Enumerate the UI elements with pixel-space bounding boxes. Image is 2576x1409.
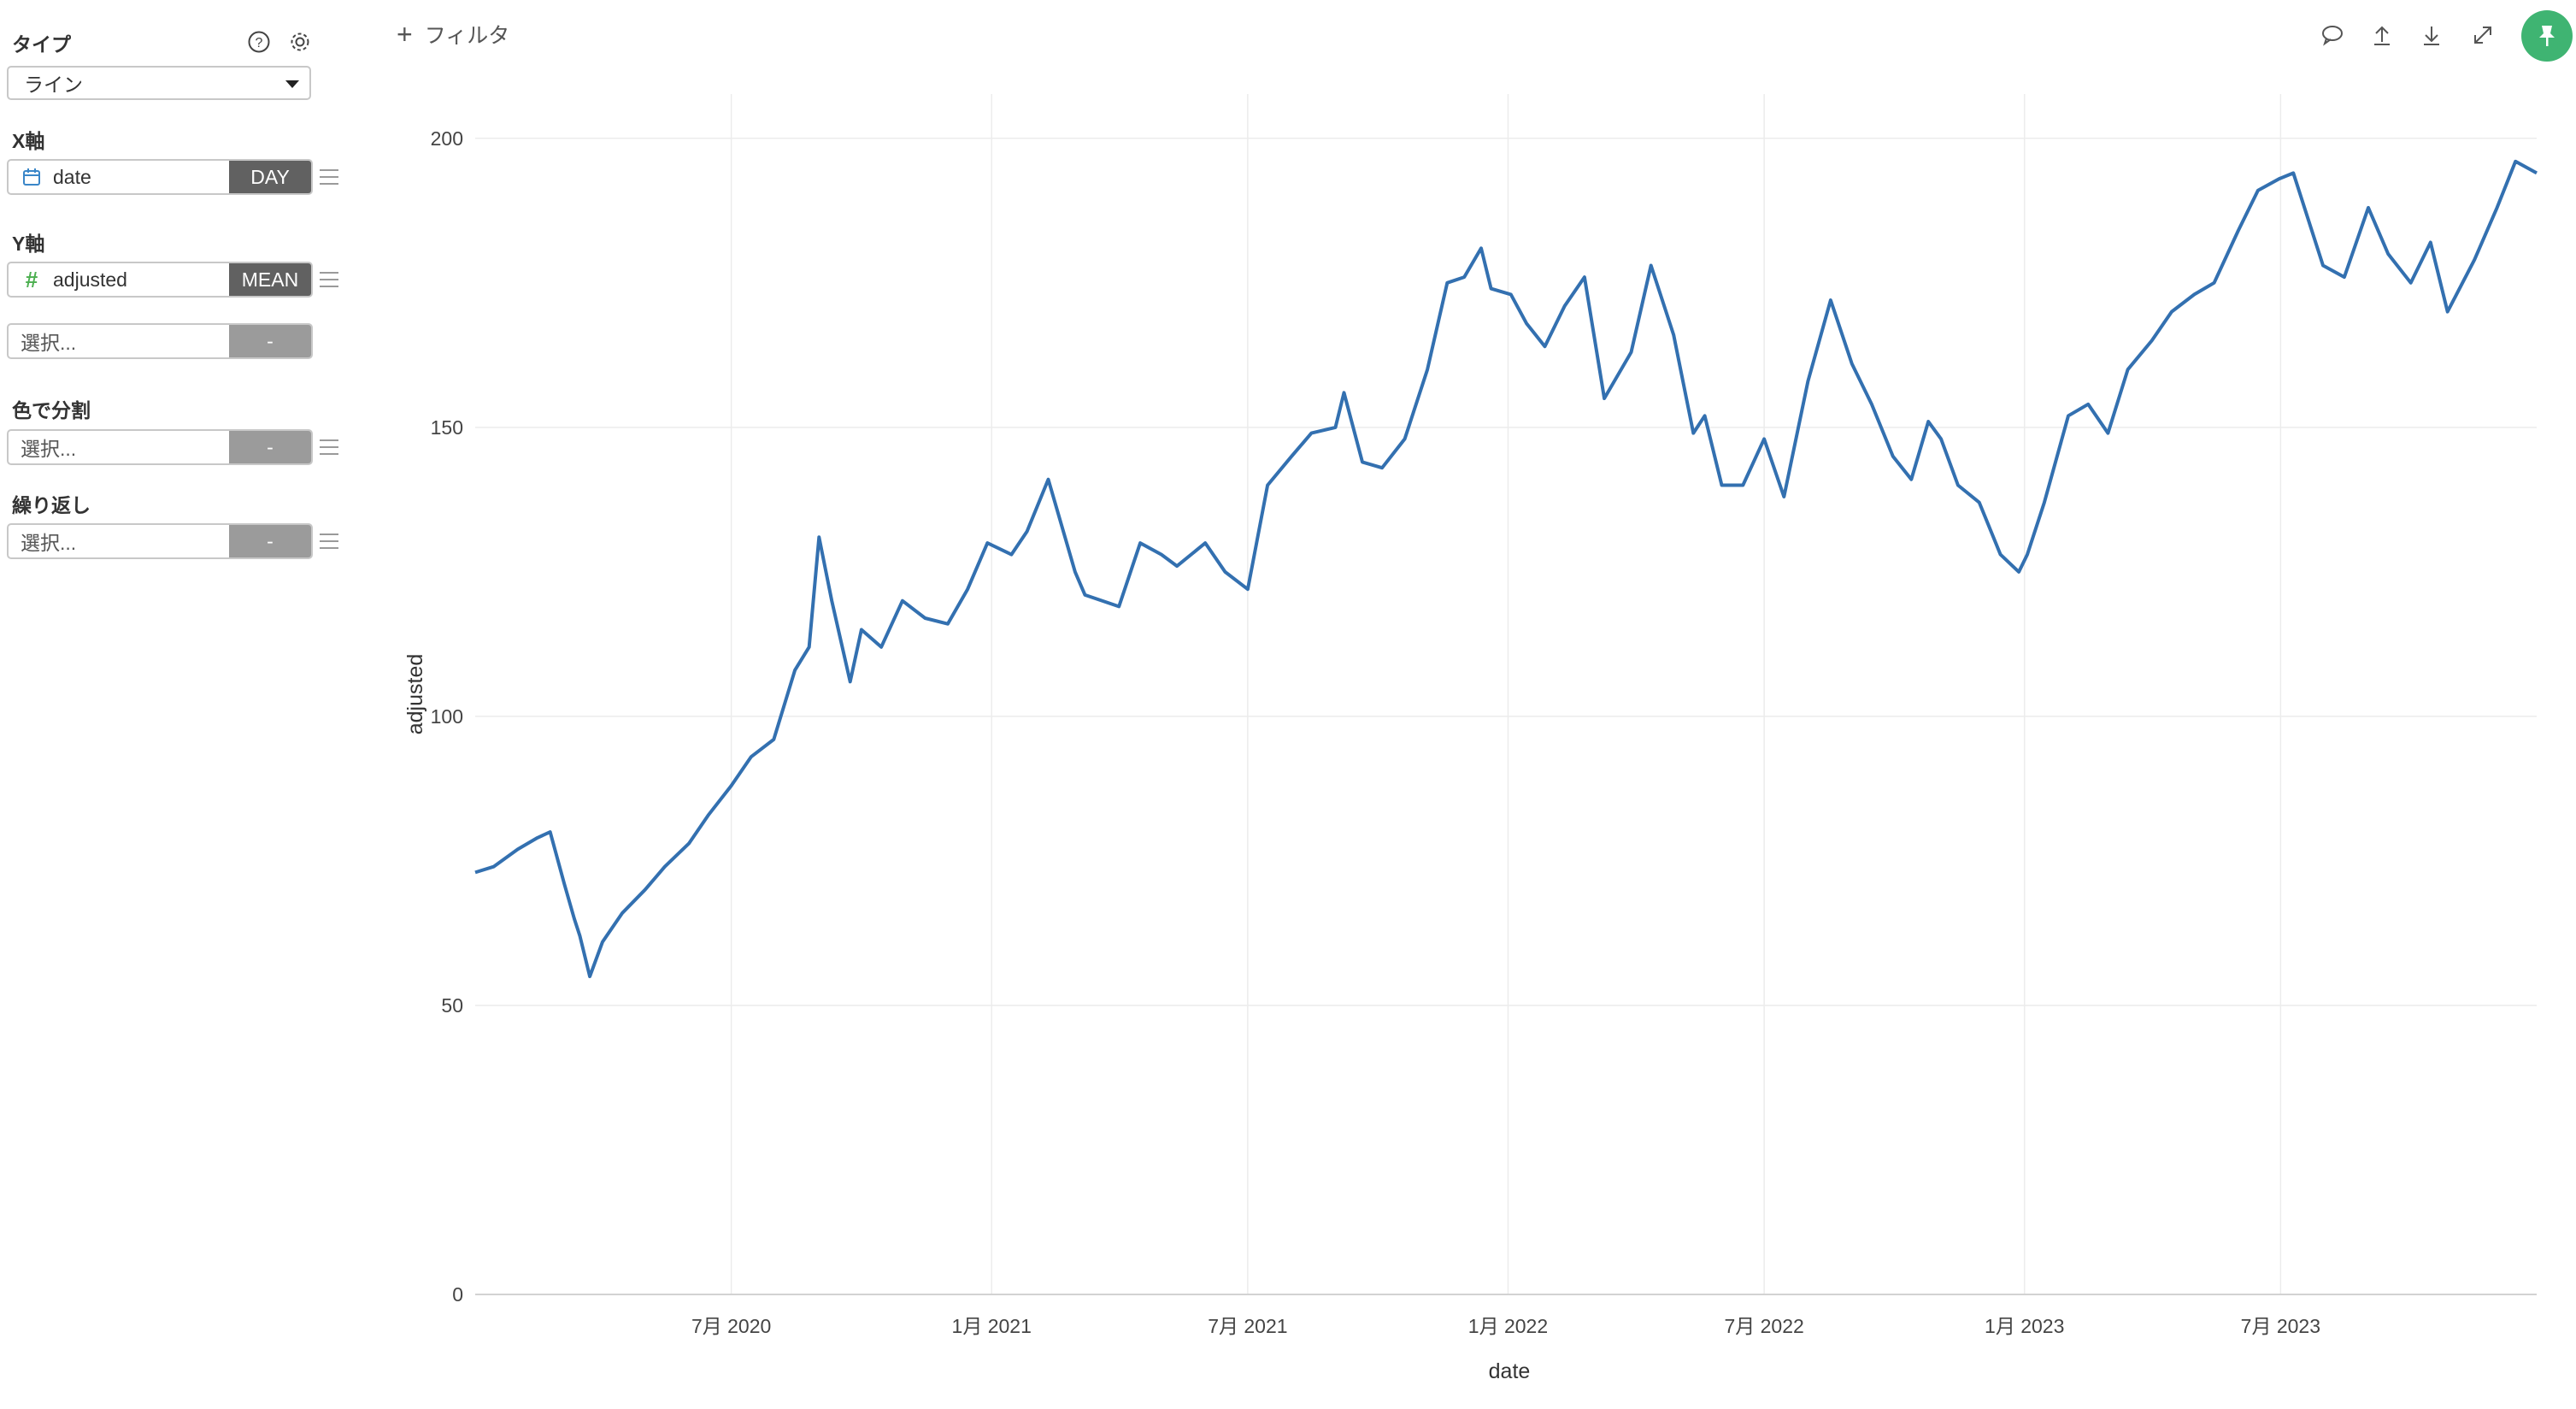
upload-icon[interactable]	[2367, 21, 2397, 50]
y-axis-section-label: Y軸	[12, 233, 45, 255]
repeat-label: 繰り返し	[12, 494, 91, 516]
pin-button[interactable]	[2521, 10, 2573, 62]
color-split-agg-button[interactable]: -	[229, 431, 311, 463]
color-split-label: 色で分割	[12, 399, 91, 422]
chart-type-select[interactable]: ライン	[7, 66, 311, 100]
y-axis-field-name: adjusted	[53, 268, 127, 291]
settings-panel: タイプ ? ライン X軸 date DAY Y軸 # adjuste	[0, 0, 359, 1409]
y-axis-extra-field[interactable]: 選択... -	[7, 323, 313, 359]
repeat-field[interactable]: 選択... -	[7, 523, 313, 559]
grid-lines	[475, 94, 2537, 1295]
filter-label: フィルタ	[424, 24, 510, 48]
y-tick-label: 0	[452, 1283, 463, 1306]
x-axis-field[interactable]: date DAY	[7, 159, 313, 195]
color-split-placeholder: 選択...	[21, 438, 77, 460]
x-axis-agg-button[interactable]: DAY	[229, 161, 311, 193]
x-tick-label: 1月 2021	[952, 1315, 1032, 1337]
series-line-adjusted	[474, 159, 2538, 979]
y-axis-label: adjusted	[403, 654, 427, 735]
gear-icon[interactable]	[287, 29, 313, 55]
pin-icon	[2539, 26, 2555, 46]
y-tick-label: 200	[431, 127, 463, 150]
expand-icon[interactable]	[2468, 21, 2497, 50]
x-tick-label: 7月 2023	[2241, 1315, 2320, 1337]
download-icon[interactable]	[2417, 21, 2446, 50]
hash-icon: #	[25, 266, 38, 292]
svg-text:?: ?	[256, 36, 263, 50]
y-tick-label: 150	[431, 416, 463, 439]
repeat-agg-button[interactable]: -	[229, 525, 311, 557]
color-split-field[interactable]: 選択... -	[7, 429, 313, 465]
repeat-menu-icon[interactable]	[320, 534, 338, 551]
x-tick-label: 7月 2022	[1724, 1315, 1803, 1337]
y-axis-extra-placeholder: 選択...	[21, 332, 77, 354]
repeat-placeholder: 選択...	[21, 532, 77, 554]
y-tick-label: 100	[431, 705, 463, 728]
y-axis-agg-button[interactable]: MEAN	[229, 263, 311, 296]
add-filter-button[interactable]: + フィルタ	[397, 19, 509, 50]
x-tick-label: 7月 2021	[1208, 1315, 1287, 1337]
y-axis-menu-icon[interactable]	[320, 272, 338, 289]
x-tick-label: 7月 2020	[691, 1315, 771, 1337]
plus-icon: +	[397, 19, 413, 50]
calendar-icon	[21, 168, 43, 186]
x-axis-section-label: X軸	[12, 130, 45, 152]
comment-icon[interactable]	[2318, 21, 2347, 50]
x-axis-menu-icon[interactable]	[320, 169, 338, 186]
x-tick-label: 1月 2023	[1985, 1315, 2064, 1337]
x-axis-label: date	[1489, 1359, 1531, 1383]
x-axis-field-name: date	[53, 165, 91, 188]
y-axis-field[interactable]: # adjusted MEAN	[7, 262, 313, 298]
color-split-menu-icon[interactable]	[320, 439, 338, 457]
type-label: タイプ	[12, 33, 71, 56]
axis-ticks: 0 50 100 150 200 7月 2020 1月 2021 7月 2021 1月 2022…	[431, 127, 2320, 1337]
help-icon[interactable]: ?	[246, 29, 272, 55]
chart-type-value: ライン	[24, 74, 83, 96]
x-tick-label: 1月 2022	[1468, 1315, 1548, 1337]
y-tick-label: 50	[441, 994, 463, 1017]
chevron-down-icon	[285, 80, 299, 88]
y-axis-extra-agg-button[interactable]: -	[229, 325, 311, 357]
